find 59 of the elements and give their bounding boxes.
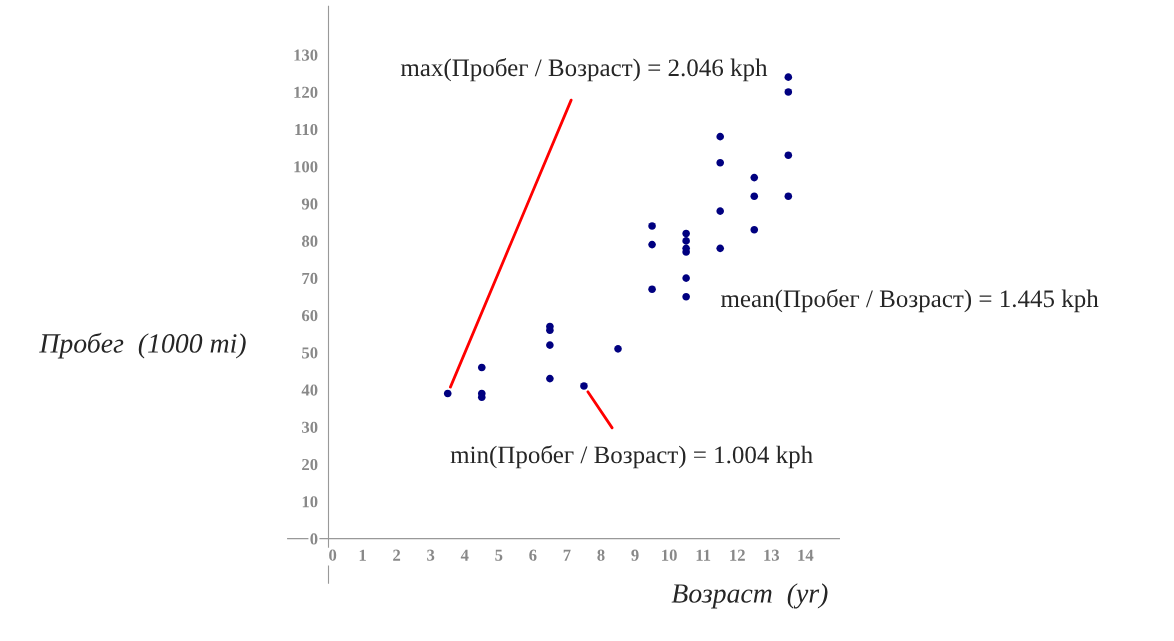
point — [750, 192, 759, 201]
point — [682, 248, 690, 256]
x-tick-label: 2 — [393, 549, 401, 561]
point — [682, 274, 690, 282]
y-tick-label: 70 — [302, 272, 318, 285]
point — [682, 292, 690, 301]
y-tick-label: 10 — [302, 496, 318, 508]
point — [648, 240, 656, 249]
point — [784, 151, 793, 160]
x-tick-label: 3 — [427, 549, 435, 561]
point — [716, 244, 724, 253]
point — [614, 345, 622, 353]
point — [443, 389, 452, 398]
x-tick-label: 6 — [529, 549, 537, 561]
y-tick-label: 80 — [301, 235, 318, 247]
x-tick-label: 10 — [662, 549, 677, 561]
x-tick-label: 4 — [460, 549, 469, 561]
point — [716, 132, 724, 141]
x-tick-label: 9 — [631, 549, 639, 561]
x-tick-label: 13 — [764, 549, 780, 561]
point — [648, 222, 656, 230]
y-tick-label: 110 — [295, 123, 318, 136]
annotation: min(Пробег / Возраст) = 1.004 kph — [450, 445, 813, 469]
point — [682, 237, 690, 245]
point — [648, 285, 656, 294]
point — [477, 363, 486, 372]
point — [682, 229, 690, 238]
x-tick-label: 11 — [696, 549, 711, 561]
y-tick-label: 50 — [302, 347, 318, 359]
point — [784, 192, 793, 201]
point — [750, 173, 759, 182]
y-tick-label: 120 — [294, 86, 318, 98]
point — [546, 341, 554, 349]
x-tick-label: 12 — [730, 549, 745, 561]
point — [784, 88, 793, 96]
y-tick-label: 0 — [310, 533, 318, 545]
y-tick-label: 60 — [301, 310, 318, 322]
x-axis-title: Возраст (yr) — [671, 583, 828, 609]
x-tick-label: 5 — [495, 549, 503, 561]
y-tick-label: 30 — [302, 421, 318, 433]
x-tick-label: 8 — [597, 549, 605, 561]
y-tick-label: 100 — [294, 161, 318, 173]
point — [716, 207, 724, 215]
point — [716, 158, 724, 167]
y-tick-label: 90 — [301, 198, 318, 210]
y-tick-label: 20 — [302, 458, 318, 471]
point — [750, 225, 759, 234]
x-tick-label: 0 — [329, 549, 337, 561]
point — [784, 73, 793, 81]
x-tick-label: 14 — [798, 549, 814, 561]
x-tick-label: 7 — [563, 549, 571, 561]
point — [546, 374, 554, 383]
x-tick-label: 1 — [359, 549, 366, 561]
y-tick-label: 40 — [301, 384, 318, 396]
annotation: mean(Пробег / Возраст) = 1.445 kph — [720, 289, 1099, 313]
y-tick-label: 130 — [294, 49, 318, 61]
point — [580, 382, 588, 390]
y-axis-title: Пробег (1000 mi) — [39, 332, 246, 359]
annotation: max(Пробег / Возраст) = 2.046 kph — [400, 58, 768, 82]
